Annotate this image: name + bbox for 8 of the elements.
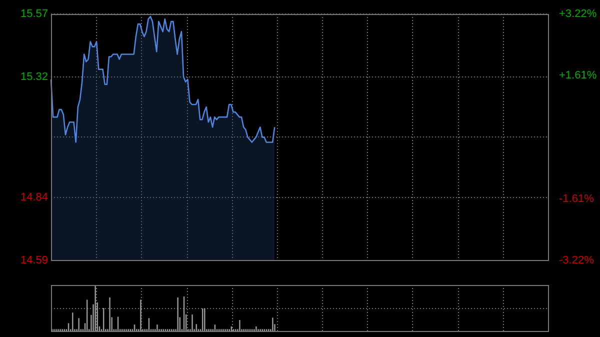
y2-tick-label: -3.22% [559, 254, 594, 266]
y2-tick-label: +1.61% [559, 70, 597, 82]
y2-tick-label: -1.61% [559, 192, 594, 205]
y-tick-label: 14.84 [20, 192, 48, 204]
y-tick-label: 15.32 [20, 70, 48, 83]
y-tick-label: 15.57 [20, 8, 48, 20]
y2-tick-label: +3.22% [559, 8, 597, 20]
y-tick-label: 14.59 [20, 254, 48, 266]
